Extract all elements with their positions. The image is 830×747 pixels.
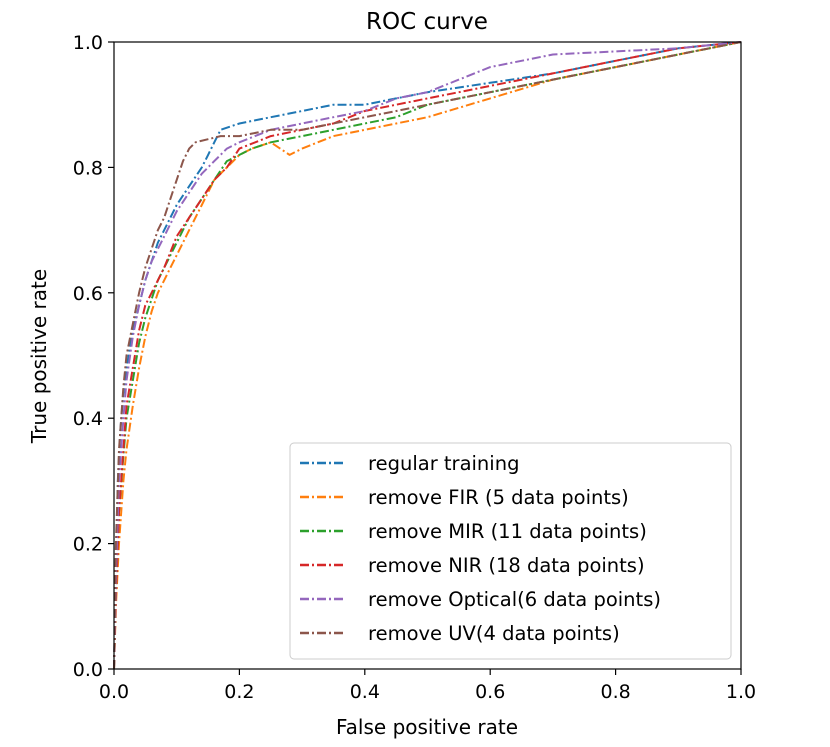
y-tick-label: 0.2: [73, 534, 103, 556]
legend-label-1: regular training: [368, 452, 519, 475]
x-axis-title: False positive rate: [336, 715, 518, 739]
series-line-5: [113, 41, 742, 670]
plot-area: [113, 41, 742, 670]
series-line-6: [113, 41, 742, 670]
legend-box: [289, 442, 732, 660]
y-axis: 0.0 0.2 0.4 0.6 0.8 1.0: [73, 32, 114, 681]
x-tick-label: 1.0: [726, 681, 756, 703]
legend-label-2: remove FIR (5 data points): [368, 486, 629, 509]
x-tick-label: 0.0: [99, 681, 129, 703]
legend-label-5: remove Optical(6 data points): [368, 588, 661, 611]
x-tick-label: 0.4: [350, 681, 380, 703]
legend-label-4: remove NIR (18 data points): [368, 554, 645, 577]
legend: regular training remove FIR (5 data point…: [289, 442, 732, 660]
y-tick-label: 0.0: [73, 659, 103, 681]
y-tick-label: 1.0: [73, 32, 103, 54]
y-tick-label: 0.4: [73, 408, 103, 430]
legend-items: regular training remove FIR (5 data point…: [300, 452, 661, 645]
legend-label-6: remove UV(4 data points): [368, 622, 620, 645]
axes-frame: [113, 41, 742, 670]
y-tick-label: 0.6: [73, 283, 103, 305]
x-tick-label: 0.6: [475, 681, 505, 703]
chart-title: ROC curve: [366, 9, 488, 35]
x-tick-label: 0.2: [224, 681, 254, 703]
x-axis: 0.0 0.2 0.4 0.6 0.8 1.0: [99, 669, 756, 703]
y-axis-title: True positive rate: [27, 269, 51, 444]
series-line-2: [113, 41, 742, 670]
y-tick-label: 0.8: [73, 157, 103, 179]
legend-label-3: remove MIR (11 data points): [368, 520, 647, 543]
x-tick-label: 0.8: [600, 681, 630, 703]
series-layer: [113, 41, 742, 670]
series-line-3: [113, 41, 742, 670]
series-line-4: [113, 41, 742, 670]
